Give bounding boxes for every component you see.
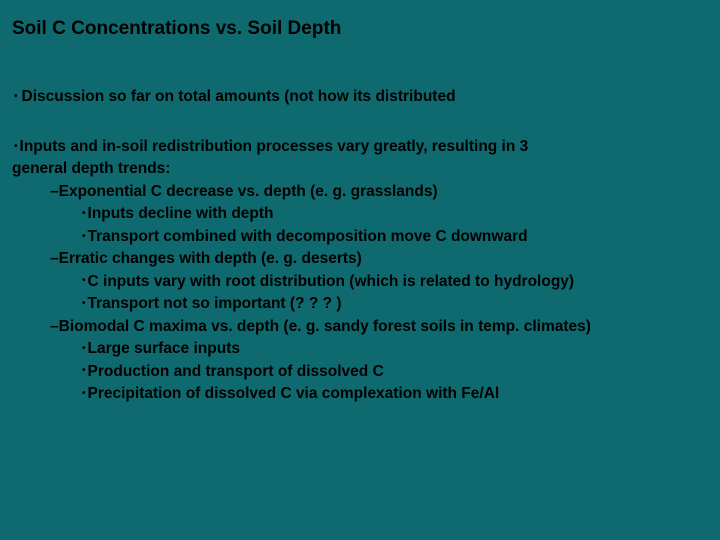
bullet-text: Inputs decline with depth (88, 205, 274, 222)
bullet-text: Precipitation of dissolved C via complex… (88, 385, 500, 402)
bullet-dot: • (14, 141, 18, 152)
bullet-text: Transport not so important (? ? ? ) (88, 295, 342, 312)
slide-title: Soil C Concentrations vs. Soil Depth (12, 18, 708, 40)
bullet-text: C inputs vary with root distribution (wh… (88, 273, 575, 290)
trend-exp-sub1: •Inputs decline with depth (12, 203, 708, 225)
trend-err-sub2: •Transport not so important (? ? ? ) (12, 293, 708, 315)
bullet-text: Large surface inputs (88, 340, 240, 357)
bullet-dot: • (82, 208, 86, 219)
trend-bio-sub3: •Precipitation of dissolved C via comple… (12, 383, 708, 405)
bullet-inputs-line2: general depth trends: (12, 158, 708, 180)
trend-erratic: –Erratic changes with depth (e. g. deser… (12, 248, 708, 270)
bullet-inputs-line1: •Inputs and in-soil redistribution proce… (12, 136, 708, 158)
bullet-dot: • (82, 231, 86, 242)
bullet-text: Inputs and in-soil redistribution proces… (20, 138, 529, 155)
trend-biomodal: –Biomodal C maxima vs. depth (e. g. sand… (12, 316, 708, 338)
trend-bio-sub1: •Large surface inputs (12, 338, 708, 360)
slide-container: Soil C Concentrations vs. Soil Depth • Di… (0, 0, 720, 424)
bullet-text: Discussion so far on total amounts (not … (22, 88, 456, 105)
bullet-discussion: • Discussion so far on total amounts (not… (12, 88, 708, 106)
bullet-dot: • (82, 275, 86, 286)
trend-err-sub1: •C inputs vary with root distribution (w… (12, 271, 708, 293)
bullet-text: Transport combined with decomposition mo… (88, 228, 528, 245)
bullet-dot: • (82, 298, 86, 309)
bullet-text: general depth trends: (12, 160, 170, 177)
bullet-text: Production and transport of dissolved C (88, 363, 384, 380)
trend-exp-sub2: •Transport combined with decomposition m… (12, 226, 708, 248)
bullet-dot: • (14, 91, 18, 102)
trend-bio-sub2: •Production and transport of dissolved C (12, 361, 708, 383)
trend-exponential: –Exponential C decrease vs. depth (e. g.… (12, 181, 708, 203)
bullet-dot: • (82, 388, 86, 399)
bullet-dot: • (82, 365, 86, 376)
bullet-dot: • (82, 343, 86, 354)
